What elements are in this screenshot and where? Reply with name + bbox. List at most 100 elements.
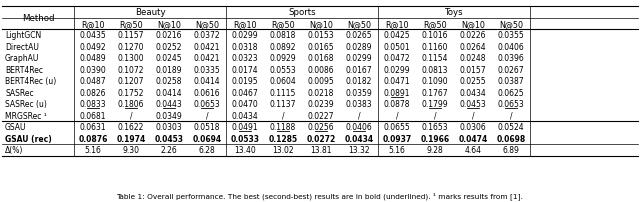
Text: DirectAU: DirectAU — [5, 43, 39, 52]
Text: R@50: R@50 — [423, 20, 447, 29]
Text: 0.0153: 0.0153 — [308, 31, 334, 40]
Text: BERT4Rec (u): BERT4Rec (u) — [5, 77, 56, 86]
Text: N@10: N@10 — [461, 20, 485, 29]
Text: 0.0174: 0.0174 — [232, 65, 259, 74]
Text: 0.0471: 0.0471 — [384, 77, 410, 86]
Text: 0.0182: 0.0182 — [346, 77, 372, 86]
Text: 0.0372: 0.0372 — [194, 31, 220, 40]
Text: 0.0655: 0.0655 — [383, 123, 410, 132]
Text: 0.0487: 0.0487 — [80, 77, 106, 86]
Text: 0.0698: 0.0698 — [497, 134, 525, 143]
Text: 6.89: 6.89 — [502, 145, 520, 155]
Text: /: / — [396, 111, 398, 120]
Text: 0.0318: 0.0318 — [232, 43, 259, 52]
Text: 0.0553: 0.0553 — [269, 65, 296, 74]
Text: 0.0929: 0.0929 — [269, 54, 296, 63]
Text: 0.0256: 0.0256 — [308, 123, 334, 132]
Text: 0.0086: 0.0086 — [308, 65, 334, 74]
Text: 0.0453: 0.0453 — [154, 134, 184, 143]
Text: /: / — [358, 111, 360, 120]
Text: 0.1752: 0.1752 — [118, 88, 144, 97]
Text: Toys: Toys — [445, 8, 463, 17]
Text: 0.0227: 0.0227 — [308, 111, 334, 120]
Text: BERT4Rec: BERT4Rec — [5, 65, 43, 74]
Text: /: / — [472, 111, 474, 120]
Text: N@10: N@10 — [309, 20, 333, 29]
Text: 0.0252: 0.0252 — [156, 43, 182, 52]
Text: 0.0833: 0.0833 — [80, 100, 106, 109]
Text: 0.0434: 0.0434 — [232, 111, 259, 120]
Text: 0.1160: 0.1160 — [422, 43, 448, 52]
Text: 0.0267: 0.0267 — [498, 65, 524, 74]
Text: 0.0264: 0.0264 — [460, 43, 486, 52]
Text: 0.0533: 0.0533 — [230, 134, 259, 143]
Text: 0.1966: 0.1966 — [420, 134, 449, 143]
Text: Sports: Sports — [288, 8, 316, 17]
Text: 0.0501: 0.0501 — [384, 43, 410, 52]
Text: 0.0289: 0.0289 — [346, 43, 372, 52]
Text: 6.28: 6.28 — [198, 145, 216, 155]
Text: 4.64: 4.64 — [465, 145, 481, 155]
Text: 0.0216: 0.0216 — [156, 31, 182, 40]
Text: 0.0258: 0.0258 — [156, 77, 182, 86]
Text: N@10: N@10 — [157, 20, 181, 29]
Text: R@10: R@10 — [233, 20, 257, 29]
Text: 0.0095: 0.0095 — [308, 77, 334, 86]
Text: 2.26: 2.26 — [161, 145, 177, 155]
Text: 0.0694: 0.0694 — [193, 134, 221, 143]
Text: /: / — [282, 111, 284, 120]
Text: 0.0406: 0.0406 — [346, 123, 372, 132]
Text: 0.0653: 0.0653 — [498, 100, 524, 109]
Text: Table 1: Overall performance. The best (second-best) results are in bold (underl: Table 1: Overall performance. The best (… — [116, 191, 524, 199]
Text: 0.0383: 0.0383 — [346, 100, 372, 109]
Text: /: / — [509, 111, 512, 120]
Text: 0.1154: 0.1154 — [422, 54, 448, 63]
Text: 0.0248: 0.0248 — [460, 54, 486, 63]
Text: /: / — [205, 111, 208, 120]
Text: 0.0616: 0.0616 — [194, 88, 220, 97]
Text: 0.0414: 0.0414 — [194, 77, 220, 86]
Text: LightGCN: LightGCN — [5, 31, 41, 40]
Text: 0.0165: 0.0165 — [308, 43, 334, 52]
Text: 0.0396: 0.0396 — [498, 54, 524, 63]
Text: 0.0414: 0.0414 — [156, 88, 182, 97]
Text: 0.0625: 0.0625 — [498, 88, 524, 97]
Text: 0.0299: 0.0299 — [384, 65, 410, 74]
Text: 0.0435: 0.0435 — [79, 31, 106, 40]
Text: 0.1090: 0.1090 — [422, 77, 448, 86]
Text: N@50: N@50 — [347, 20, 371, 29]
Text: 0.0167: 0.0167 — [346, 65, 372, 74]
Text: 0.0876: 0.0876 — [78, 134, 108, 143]
Text: 0.0681: 0.0681 — [80, 111, 106, 120]
Text: 0.0453: 0.0453 — [460, 100, 486, 109]
Text: 0.0421: 0.0421 — [194, 43, 220, 52]
Text: Method: Method — [22, 14, 54, 23]
Text: N@50: N@50 — [195, 20, 219, 29]
Text: 0.1653: 0.1653 — [422, 123, 448, 132]
Text: 0.1270: 0.1270 — [118, 43, 144, 52]
Text: GSAU (rec): GSAU (rec) — [5, 134, 52, 143]
Text: 0.0425: 0.0425 — [384, 31, 410, 40]
Text: 0.1300: 0.1300 — [118, 54, 144, 63]
Text: 0.0387: 0.0387 — [498, 77, 524, 86]
Text: 0.0434: 0.0434 — [344, 134, 374, 143]
Text: GSAU: GSAU — [5, 123, 26, 132]
Text: 0.0349: 0.0349 — [156, 111, 182, 120]
Text: 0.0323: 0.0323 — [232, 54, 259, 63]
Text: 0.0434: 0.0434 — [460, 88, 486, 97]
Text: 0.0245: 0.0245 — [156, 54, 182, 63]
Text: 0.1072: 0.1072 — [118, 65, 144, 74]
Text: R@50: R@50 — [271, 20, 295, 29]
Text: 0.0467: 0.0467 — [232, 88, 259, 97]
Text: 0.1767: 0.1767 — [422, 88, 448, 97]
Text: 0.1622: 0.1622 — [118, 123, 144, 132]
Text: Δ(%): Δ(%) — [5, 145, 24, 155]
Text: 0.0189: 0.0189 — [156, 65, 182, 74]
Text: 0.0255: 0.0255 — [460, 77, 486, 86]
Text: 9.28: 9.28 — [427, 145, 444, 155]
Text: 0.0470: 0.0470 — [232, 100, 259, 109]
Text: 0.0299: 0.0299 — [232, 31, 259, 40]
Text: 0.0168: 0.0168 — [308, 54, 334, 63]
Text: 0.0489: 0.0489 — [80, 54, 106, 63]
Text: /: / — [130, 111, 132, 120]
